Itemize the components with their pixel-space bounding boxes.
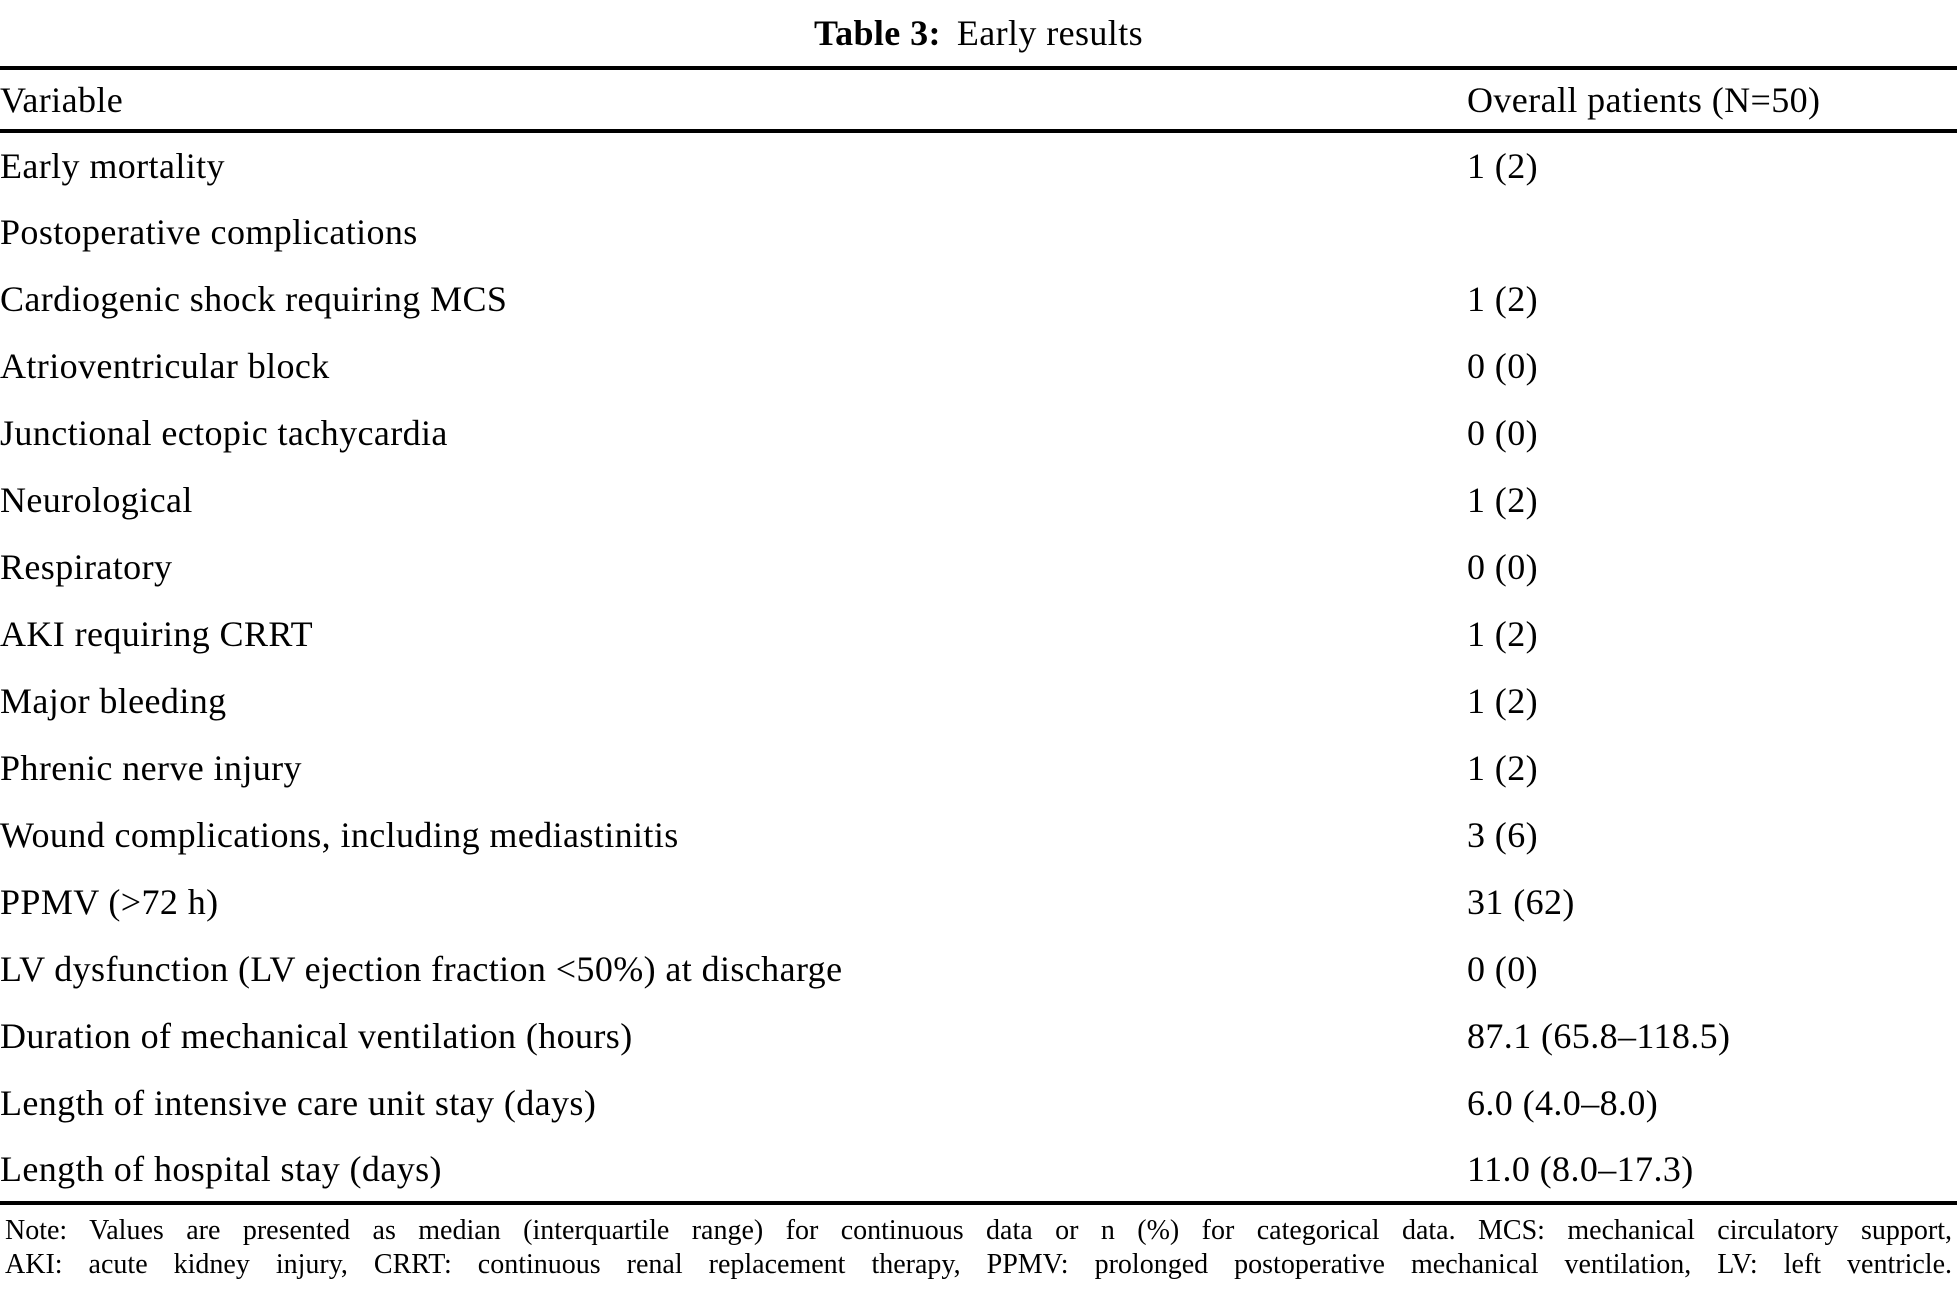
- header-value: Overall patients (N=50): [1467, 79, 1821, 120]
- table-row: Early mortality 1 (2): [0, 131, 1957, 198]
- value-cell: 1 (2): [1467, 145, 1538, 186]
- variable-cell: Junctional ectopic tachycardia: [0, 412, 448, 453]
- value-cell: 0 (0): [1467, 412, 1538, 453]
- table-row: LV dysfunction (LV ejection fraction <50…: [0, 935, 1957, 1002]
- table-row: Neurological 1 (2): [0, 466, 1957, 533]
- table-row: AKI requiring CRRT 1 (2): [0, 600, 1957, 667]
- table-row: Wound complications, including mediastin…: [0, 801, 1957, 868]
- variable-cell: Neurological: [0, 479, 193, 520]
- value-cell: 1 (2): [1467, 278, 1538, 319]
- table-caption-text: Early results: [956, 13, 1144, 53]
- variable-cell: Early mortality: [0, 145, 225, 186]
- value-cell: 3 (6): [1467, 814, 1538, 855]
- table-caption-label: Table 3:: [813, 13, 941, 53]
- value-cell: 0 (0): [1467, 546, 1538, 587]
- table-caption: Table 3: Early results: [0, 0, 1957, 66]
- variable-cell: PPMV (>72 h): [0, 881, 219, 922]
- value-cell: [1467, 198, 1957, 265]
- value-cell: 1 (2): [1467, 613, 1538, 654]
- footnote-line-1: Note: Values are presented as median (in…: [5, 1215, 1952, 1246]
- value-cell: 0 (0): [1467, 948, 1538, 989]
- variable-cell: Major bleeding: [0, 680, 227, 721]
- variable-cell: Length of intensive care unit stay (days…: [0, 1082, 597, 1123]
- header-variable: Variable: [0, 79, 124, 120]
- table-row: Respiratory 0 (0): [0, 533, 1957, 600]
- table-row: Duration of mechanical ventilation (hour…: [0, 1002, 1957, 1069]
- table-row: Junctional ectopic tachycardia 0 (0): [0, 399, 1957, 466]
- table-row: Postoperative complications: [0, 198, 1957, 265]
- variable-cell: Wound complications, including mediastin…: [0, 814, 679, 855]
- table-row: PPMV (>72 h) 31 (62): [0, 868, 1957, 935]
- table-header: Variable Overall patients (N=50): [0, 68, 1957, 131]
- table-body: Early mortality 1 (2) Postoperative comp…: [0, 131, 1957, 1203]
- value-cell: 11.0 (8.0–17.3): [1467, 1148, 1694, 1189]
- variable-cell: Phrenic nerve injury: [0, 747, 302, 788]
- value-cell: 1 (2): [1467, 680, 1538, 721]
- value-cell: 1 (2): [1467, 479, 1538, 520]
- value-cell: 87.1 (65.8–118.5): [1467, 1015, 1731, 1056]
- table-row: Atrioventricular block 0 (0): [0, 332, 1957, 399]
- table-row: Cardiogenic shock requiring MCS 1 (2): [0, 265, 1957, 332]
- value-cell: 0 (0): [1467, 345, 1538, 386]
- table-row: Length of intensive care unit stay (days…: [0, 1069, 1957, 1136]
- variable-cell: LV dysfunction (LV ejection fraction <50…: [0, 948, 843, 989]
- results-table: Variable Overall patients (N=50) Early m…: [0, 66, 1957, 1205]
- variable-cell: Respiratory: [0, 546, 173, 587]
- variable-cell: Postoperative complications: [0, 211, 418, 252]
- variable-cell: AKI requiring CRRT: [0, 613, 314, 654]
- value-cell: 1 (2): [1467, 747, 1538, 788]
- variable-cell: Cardiogenic shock requiring MCS: [0, 278, 508, 319]
- variable-cell: Atrioventricular block: [0, 345, 330, 386]
- footnote-line-2: AKI: acute kidney injury, CRRT: continuo…: [5, 1249, 1952, 1280]
- variable-cell: Duration of mechanical ventilation (hour…: [0, 1015, 633, 1056]
- header-row: Variable Overall patients (N=50): [0, 68, 1957, 131]
- value-cell: 6.0 (4.0–8.0): [1467, 1082, 1659, 1123]
- variable-cell: Length of hospital stay (days): [0, 1148, 442, 1189]
- table-footnote: Note: Values are presented as median (in…: [0, 1205, 1957, 1282]
- table-row: Major bleeding 1 (2): [0, 667, 1957, 734]
- table-row: Phrenic nerve injury 1 (2): [0, 734, 1957, 801]
- table-row: Length of hospital stay (days) 11.0 (8.0…: [0, 1136, 1957, 1203]
- value-cell: 31 (62): [1467, 881, 1575, 922]
